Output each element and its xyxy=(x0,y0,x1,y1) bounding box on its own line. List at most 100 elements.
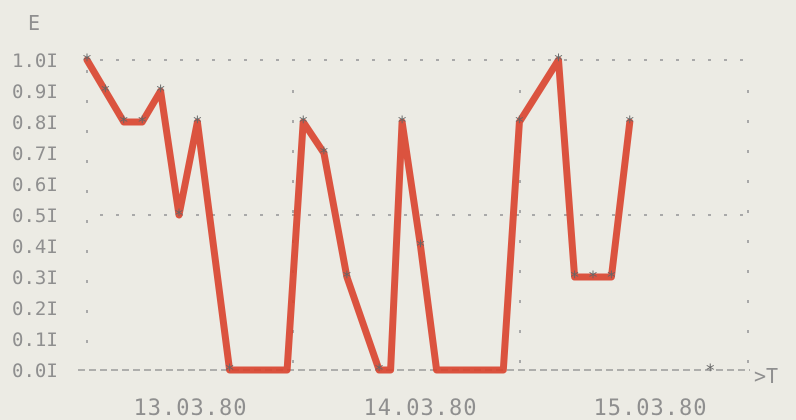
data-point-marker: * xyxy=(155,82,165,102)
grid-dot xyxy=(484,59,487,61)
y-tick-label: 0.1I xyxy=(12,329,58,351)
data-point-marker: * xyxy=(319,144,329,164)
grid-dot xyxy=(260,214,263,216)
grid-dot xyxy=(324,214,327,216)
grid-dot xyxy=(372,214,375,216)
data-point-marker: * xyxy=(374,361,384,381)
grid-dot xyxy=(747,240,749,243)
series-line xyxy=(83,56,634,374)
grid-dot xyxy=(548,214,551,216)
grid-dot xyxy=(86,280,88,283)
data-point-marker: * xyxy=(569,268,579,288)
grid-dot xyxy=(519,240,521,243)
grid-dot xyxy=(228,59,231,61)
grid-dot xyxy=(747,120,749,123)
grid-dot xyxy=(676,214,679,216)
y-tick-label: 0.3I xyxy=(12,267,58,289)
grid-dot xyxy=(164,59,167,61)
grid-dot xyxy=(519,180,521,183)
grid-dot xyxy=(740,214,743,216)
grid-dot xyxy=(86,310,88,313)
y-tick-labels: 0.0I 0.1I 0.2I 0.3I 0.4I 0.5I 0.6I 0.7I 0.8I 0.9I… xyxy=(12,50,58,382)
grid-dot xyxy=(86,70,88,73)
data-point-marker: * xyxy=(224,361,234,381)
grid-dot xyxy=(484,214,487,216)
data-point-marker: * xyxy=(192,113,202,133)
grid-dot xyxy=(276,59,279,61)
data-point-marker: * xyxy=(119,113,129,133)
y-tick-label: 0.9I xyxy=(12,81,58,103)
grid-dot xyxy=(747,300,749,303)
grid-dot xyxy=(516,214,519,216)
grid-dot xyxy=(100,214,103,216)
grid-dot xyxy=(180,59,183,61)
data-point-marker: * xyxy=(397,113,407,133)
grid-dot xyxy=(452,59,455,61)
grid-dot xyxy=(519,90,521,93)
y-tick-label: 0.8I xyxy=(12,112,58,134)
grid-dot xyxy=(244,214,247,216)
grid-dot xyxy=(132,214,135,216)
grid-dot xyxy=(436,214,439,216)
grid-dot xyxy=(628,214,631,216)
y-tick-label: 0.0I xyxy=(12,360,58,382)
grid-dot xyxy=(100,59,103,61)
grid-dot xyxy=(747,150,749,153)
grid-dot xyxy=(292,120,294,123)
grid-dot xyxy=(356,59,359,61)
grid-dot xyxy=(308,214,311,216)
grid-dot xyxy=(660,59,663,61)
grid-dot xyxy=(356,214,359,216)
grid-dot xyxy=(747,180,749,183)
grid-dot xyxy=(660,214,663,216)
data-point-marker: * xyxy=(137,113,147,133)
grid-dot xyxy=(86,100,88,103)
axes: E >T xyxy=(28,11,778,388)
grid-dot xyxy=(420,214,423,216)
grid-dot xyxy=(260,59,263,61)
grid-dot xyxy=(86,130,88,133)
grid-dot xyxy=(532,59,535,61)
grid-dot xyxy=(519,270,521,273)
grid-dot xyxy=(292,59,295,61)
y-tick-label: 1.0I xyxy=(12,50,58,72)
grid-dot xyxy=(292,150,294,153)
grid-dot xyxy=(164,214,167,216)
grid-dot xyxy=(292,90,294,93)
x-date-label: 15.03.80 xyxy=(594,396,708,420)
grid-dot xyxy=(747,330,749,333)
grid-dot xyxy=(228,214,231,216)
data-point-marker: * xyxy=(553,51,563,71)
grid-dot xyxy=(747,210,749,213)
grid-dot xyxy=(644,214,647,216)
data-point-marker: * xyxy=(100,82,110,102)
grid-dot xyxy=(747,360,749,363)
grid-dot xyxy=(292,214,295,216)
grid-dot xyxy=(519,210,521,213)
y-tick-label: 0.5I xyxy=(12,205,58,227)
data-point-marker: * xyxy=(342,268,352,288)
grid-dot xyxy=(388,59,391,61)
grid-dot xyxy=(308,59,311,61)
grid-dot xyxy=(372,59,375,61)
grid-dot xyxy=(519,360,521,363)
grid-dot xyxy=(388,214,391,216)
grid-dot xyxy=(86,160,88,163)
grid-dot xyxy=(148,214,151,216)
x-date-label: 14.03.80 xyxy=(364,396,478,420)
grid-dot xyxy=(500,214,503,216)
grid-dot xyxy=(596,214,599,216)
data-point-marker: * xyxy=(705,361,715,381)
grid-dot xyxy=(86,340,88,343)
grid-dot xyxy=(196,214,199,216)
grid-dot xyxy=(404,214,407,216)
markers: * * * * * * * * * * * * * * * * * * * * * xyxy=(82,51,716,381)
grid-dot xyxy=(292,360,294,363)
grid-dot xyxy=(747,270,749,273)
grid-dot xyxy=(148,59,151,61)
data-point-marker: * xyxy=(625,113,635,133)
grid-dot xyxy=(116,214,119,216)
grid-dot xyxy=(276,214,279,216)
grid-dot xyxy=(500,59,503,61)
grid-dot xyxy=(548,59,551,61)
